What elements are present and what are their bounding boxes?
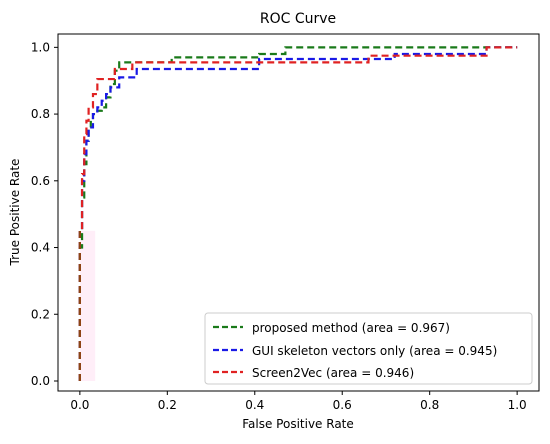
- y-tick-label: 0.0: [31, 374, 50, 388]
- y-tick-label: 0.2: [31, 307, 50, 321]
- x-tick-label: 0.6: [333, 398, 352, 412]
- series-layer: [78, 46, 518, 381]
- low-fpr-band: [79, 230, 96, 381]
- y-tick-label: 0.8: [31, 107, 50, 121]
- y-tick-label: 0.6: [31, 174, 50, 188]
- x-tick-label: 0.8: [420, 398, 439, 412]
- x-tick-label: 0.2: [158, 398, 177, 412]
- legend-label-gui-skeleton: GUI skeleton vectors only (area = 0.945): [252, 344, 497, 358]
- legend-label-screen2vec: Screen2Vec (area = 0.946): [252, 366, 414, 380]
- y-tick-label: 1.0: [31, 40, 50, 54]
- legend-box: [204, 312, 533, 385]
- series-line-screen2vec: [78, 46, 518, 381]
- y-tick-label: 0.4: [31, 241, 50, 255]
- x-axis-label: False Positive Rate: [242, 417, 354, 431]
- y-axis-ticks: 0.0 0.2 0.4 0.6 0.8 1.0: [31, 40, 58, 388]
- legend-label-proposed: proposed method (area = 0.967): [252, 321, 450, 335]
- legend: proposed method (area = 0.967) GUI skele…: [204, 312, 533, 385]
- y-axis-label: True Positive Rate: [8, 159, 22, 267]
- x-tick-label: 0.4: [245, 398, 264, 412]
- x-axis-ticks: 0.0 0.2 0.4 0.6 0.8 1.0: [70, 391, 527, 412]
- plot-frame: [57, 33, 540, 392]
- chart-title: ROC Curve: [260, 11, 336, 27]
- x-tick-label: 0.0: [70, 398, 89, 412]
- x-tick-label: 1.0: [508, 398, 527, 412]
